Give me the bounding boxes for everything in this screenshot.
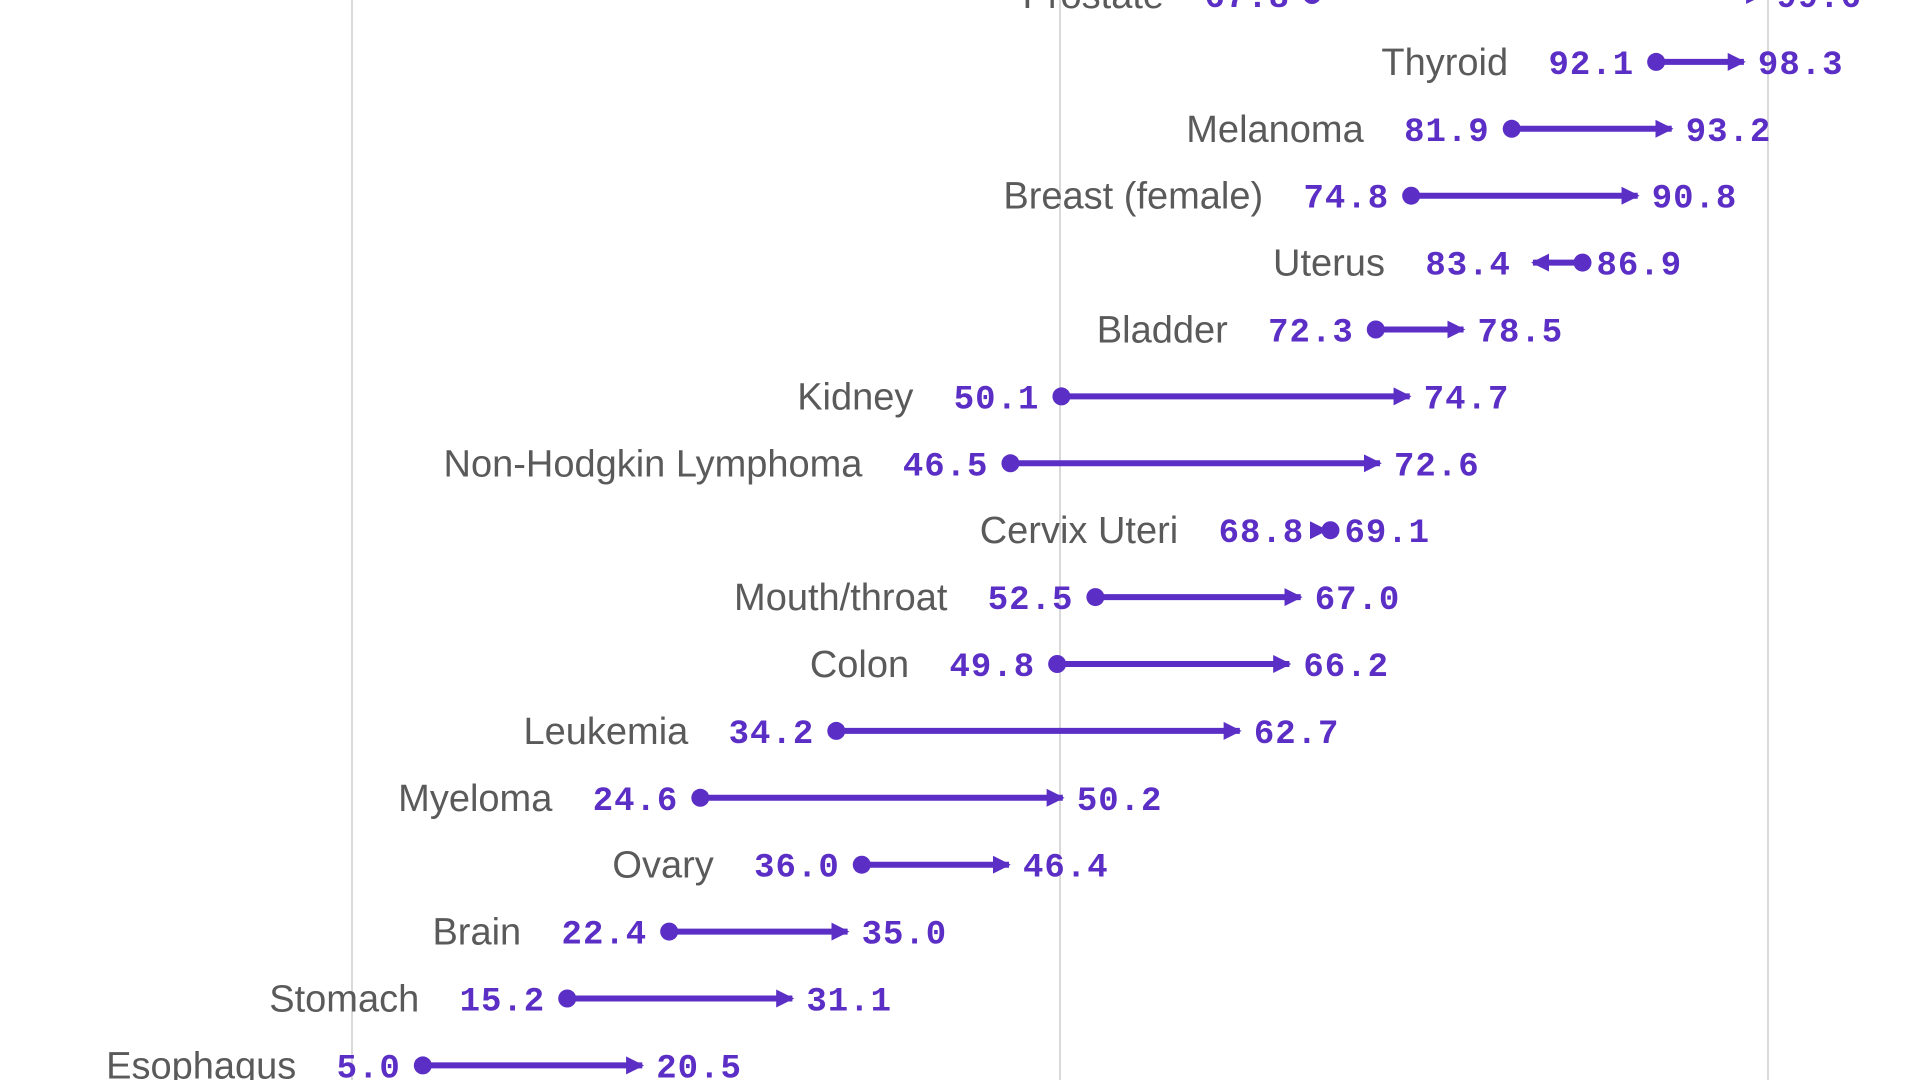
right-value-melanoma: 93.2 [1686, 114, 1772, 152]
category-label-kidney: Kidney [797, 376, 913, 418]
left-value-prostate: 67.8 [1204, 0, 1290, 18]
left-value-bladder: 72.3 [1268, 315, 1354, 353]
row-non-hodgkin-lymphoma: 46.5 72.6 Non-Hodgkin Lymphoma [444, 443, 1480, 486]
start-dot-ovary [852, 855, 871, 874]
start-dot-leukemia [827, 721, 846, 740]
right-value-mouth-throat: 67.0 [1315, 582, 1401, 620]
category-label-mouth-throat: Mouth/throat [734, 577, 948, 619]
right-value-esophagus: 20.5 [656, 1050, 742, 1080]
left-value-stomach: 15.2 [460, 984, 546, 1022]
start-dot-brain [660, 922, 679, 941]
right-value-bladder: 78.5 [1478, 315, 1564, 353]
row-cervix-uteri: 68.8 69.1 Cervix Uteri [980, 510, 1430, 553]
start-dot-thyroid [1647, 52, 1666, 71]
category-label-colon: Colon [810, 644, 909, 686]
category-label-melanoma: Melanoma [1186, 109, 1364, 151]
right-value-non-hodgkin-lymphoma: 72.6 [1394, 448, 1480, 486]
right-value-prostate: 99.6 [1776, 0, 1862, 18]
row-ovary: 36.0 46.4 Ovary [612, 845, 1109, 888]
category-label-breast-female: Breast (female) [1003, 176, 1263, 218]
start-dot-mouth-throat [1086, 588, 1105, 607]
category-label-cervix-uteri: Cervix Uteri [980, 510, 1178, 552]
category-label-uterus: Uterus [1273, 243, 1385, 285]
left-value-melanoma: 81.9 [1404, 114, 1490, 152]
start-dot-cervix-uteri [1321, 521, 1340, 540]
start-dot-kidney [1052, 387, 1071, 406]
row-bladder: 72.3 78.5 Bladder [1097, 310, 1564, 353]
right-value-stomach: 31.1 [806, 984, 892, 1022]
right-value-myeloma: 50.2 [1077, 783, 1163, 821]
start-dot-colon [1048, 655, 1067, 673]
category-label-ovary: Ovary [612, 845, 713, 887]
right-value-leukemia: 62.7 [1254, 716, 1340, 754]
left-value-non-hodgkin-lymphoma: 46.5 [903, 448, 989, 486]
row-leukemia: 34.2 62.7 Leukemia [524, 711, 1340, 754]
category-label-non-hodgkin-lymphoma: Non-Hodgkin Lymphoma [444, 443, 864, 485]
row-esophagus: 5.0 20.5 Esophagus [106, 1045, 742, 1080]
chart-rows: 67.8 99.6 Prostate 92.1 98.3 Thyroid 81.9 93.2 M… [106, 0, 1862, 1080]
row-mouth-throat: 52.5 67.0 Mouth/throat [734, 577, 1401, 620]
row-prostate: 67.8 99.6 Prostate [1023, 0, 1862, 18]
left-value-brain: 22.4 [562, 917, 648, 955]
category-label-prostate: Prostate [1023, 0, 1165, 17]
category-label-myeloma: Myeloma [398, 778, 553, 820]
row-melanoma: 81.9 93.2 Melanoma [1186, 109, 1772, 152]
start-dot-esophagus [413, 1056, 432, 1075]
row-thyroid: 92.1 98.3 Thyroid [1381, 42, 1844, 85]
row-uterus: 83.4 86.9 Uterus [1273, 243, 1683, 286]
start-dot-uterus [1573, 253, 1592, 272]
right-value-uterus: 86.9 [1597, 248, 1683, 286]
start-dot-bladder [1366, 320, 1385, 339]
row-stomach: 15.2 31.1 Stomach [269, 979, 892, 1022]
left-value-kidney: 50.1 [954, 381, 1040, 419]
category-label-thyroid: Thyroid [1381, 42, 1508, 84]
left-value-esophagus: 5.0 [337, 1050, 401, 1080]
right-value-cervix-uteri: 69.1 [1344, 515, 1430, 553]
start-dot-non-hodgkin-lymphoma [1001, 454, 1020, 473]
left-value-mouth-throat: 52.5 [988, 582, 1074, 620]
start-dot-stomach [558, 989, 577, 1008]
category-label-esophagus: Esophagus [106, 1045, 296, 1080]
left-value-colon: 49.8 [950, 649, 1036, 687]
start-dot-myeloma [691, 788, 710, 807]
left-value-breast-female: 74.8 [1304, 181, 1390, 219]
right-value-brain: 35.0 [862, 917, 948, 955]
right-value-colon: 66.2 [1303, 649, 1389, 687]
left-value-leukemia: 34.2 [729, 716, 815, 754]
row-brain: 22.4 35.0 Brain [432, 912, 948, 955]
row-breast-female: 74.8 90.8 Breast (female) [1003, 176, 1738, 219]
right-value-breast-female: 90.8 [1652, 181, 1738, 219]
left-value-thyroid: 92.1 [1549, 47, 1635, 85]
category-label-stomach: Stomach [269, 979, 419, 1021]
start-dot-breast-female [1402, 186, 1421, 205]
left-value-myeloma: 24.6 [593, 783, 679, 821]
start-dot-melanoma [1502, 119, 1521, 138]
category-label-bladder: Bladder [1097, 310, 1228, 352]
left-value-ovary: 36.0 [754, 850, 840, 888]
left-value-uterus: 83.4 [1425, 248, 1511, 286]
gridlines [351, 0, 1769, 1080]
row-kidney: 50.1 74.7 Kidney [797, 376, 1510, 419]
row-myeloma: 24.6 50.2 Myeloma [398, 778, 1163, 821]
left-value-cervix-uteri: 68.8 [1219, 515, 1305, 553]
right-value-thyroid: 98.3 [1758, 47, 1844, 85]
category-label-leukemia: Leukemia [524, 711, 690, 753]
row-colon: 49.8 66.2 Colon [810, 644, 1389, 687]
start-dot-prostate [1304, 0, 1320, 4]
category-label-brain: Brain [432, 912, 521, 954]
right-value-kidney: 74.7 [1424, 381, 1510, 419]
right-value-ovary: 46.4 [1023, 850, 1109, 888]
